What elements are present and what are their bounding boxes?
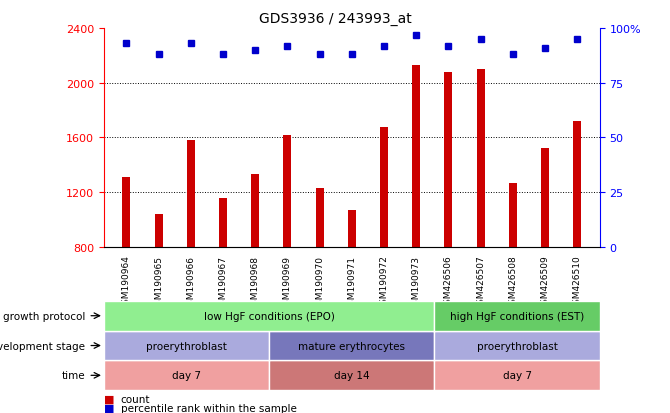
Bar: [348, 211, 356, 247]
Text: mature erythrocytes: mature erythrocytes: [298, 341, 405, 351]
Bar: [476, 70, 484, 247]
Text: count: count: [121, 394, 150, 404]
Text: development stage: development stage: [0, 341, 85, 351]
Bar: [187, 141, 195, 247]
Bar: [251, 175, 259, 247]
Bar: [412, 66, 420, 247]
Bar: [316, 189, 324, 247]
Bar: [444, 73, 452, 247]
Bar: [219, 199, 227, 247]
Text: day 14: day 14: [334, 370, 370, 380]
Bar: [283, 135, 291, 247]
Text: day 7: day 7: [172, 370, 201, 380]
Text: proerythroblast: proerythroblast: [476, 341, 557, 351]
Text: low HgF conditions (EPO): low HgF conditions (EPO): [204, 311, 334, 321]
Text: ■: ■: [104, 394, 115, 404]
Text: GDS3936 / 243993_at: GDS3936 / 243993_at: [259, 12, 411, 26]
Text: high HgF conditions (EST): high HgF conditions (EST): [450, 311, 584, 321]
Text: time: time: [62, 370, 85, 380]
Bar: [155, 215, 163, 247]
Text: ■: ■: [104, 403, 115, 413]
Bar: [123, 178, 131, 247]
Text: proerythroblast: proerythroblast: [146, 341, 227, 351]
Bar: [573, 122, 581, 247]
Bar: [509, 183, 517, 247]
Text: growth protocol: growth protocol: [3, 311, 85, 321]
Bar: [541, 149, 549, 247]
Text: day 7: day 7: [502, 370, 531, 380]
Text: percentile rank within the sample: percentile rank within the sample: [121, 403, 297, 413]
Bar: [380, 127, 388, 247]
